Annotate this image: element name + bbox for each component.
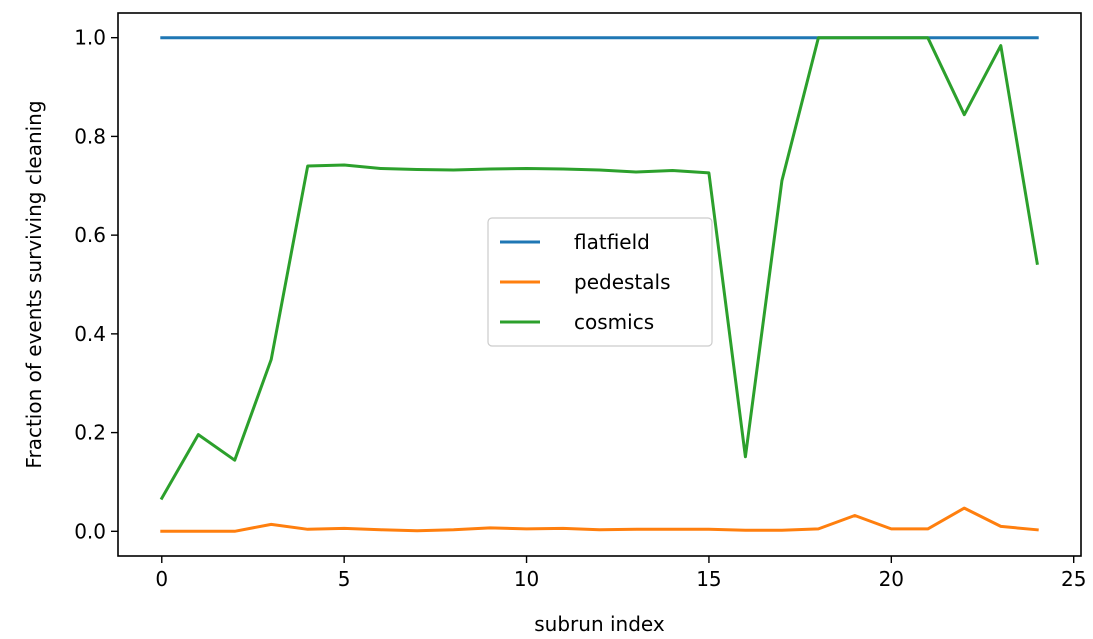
y-tick-label: 0.2 [74,421,106,445]
ticks-layer: 0 5 10 15 20 25 0.0 0.2 0.4 0.6 0.8 1.0 [74,26,1086,591]
y-tick-label: 0.8 [74,124,106,148]
y-tick-label: 0.4 [74,322,106,346]
legend-box [487,217,713,347]
legend-items: flatfield pedestals cosmics [500,230,671,334]
y-tick-label: 1.0 [74,26,106,50]
legend-label-flatfield: flatfield [574,230,650,254]
plot-layer [159,36,1039,533]
y-tick-label: 0.0 [74,519,106,543]
y-tick-label: 0.6 [74,223,106,247]
series-line-pedestals [160,506,1039,533]
y-axis-label: Fraction of events surviving cleaning [22,100,46,468]
series-line-cosmics [159,36,1039,501]
legend-label-cosmics: cosmics [574,310,654,334]
legend: flatfield pedestals cosmics [487,217,713,347]
x-tick-label: 15 [696,567,721,591]
x-tick-label: 25 [1061,567,1086,591]
x-tick-label: 0 [155,567,168,591]
x-tick-label: 20 [879,567,904,591]
x-tick-label: 10 [514,567,539,591]
x-tick-label: 5 [338,567,351,591]
x-axis-label: subrun index [534,612,665,636]
plot-frame [117,12,1082,557]
legend-label-pedestals: pedestals [574,270,671,294]
